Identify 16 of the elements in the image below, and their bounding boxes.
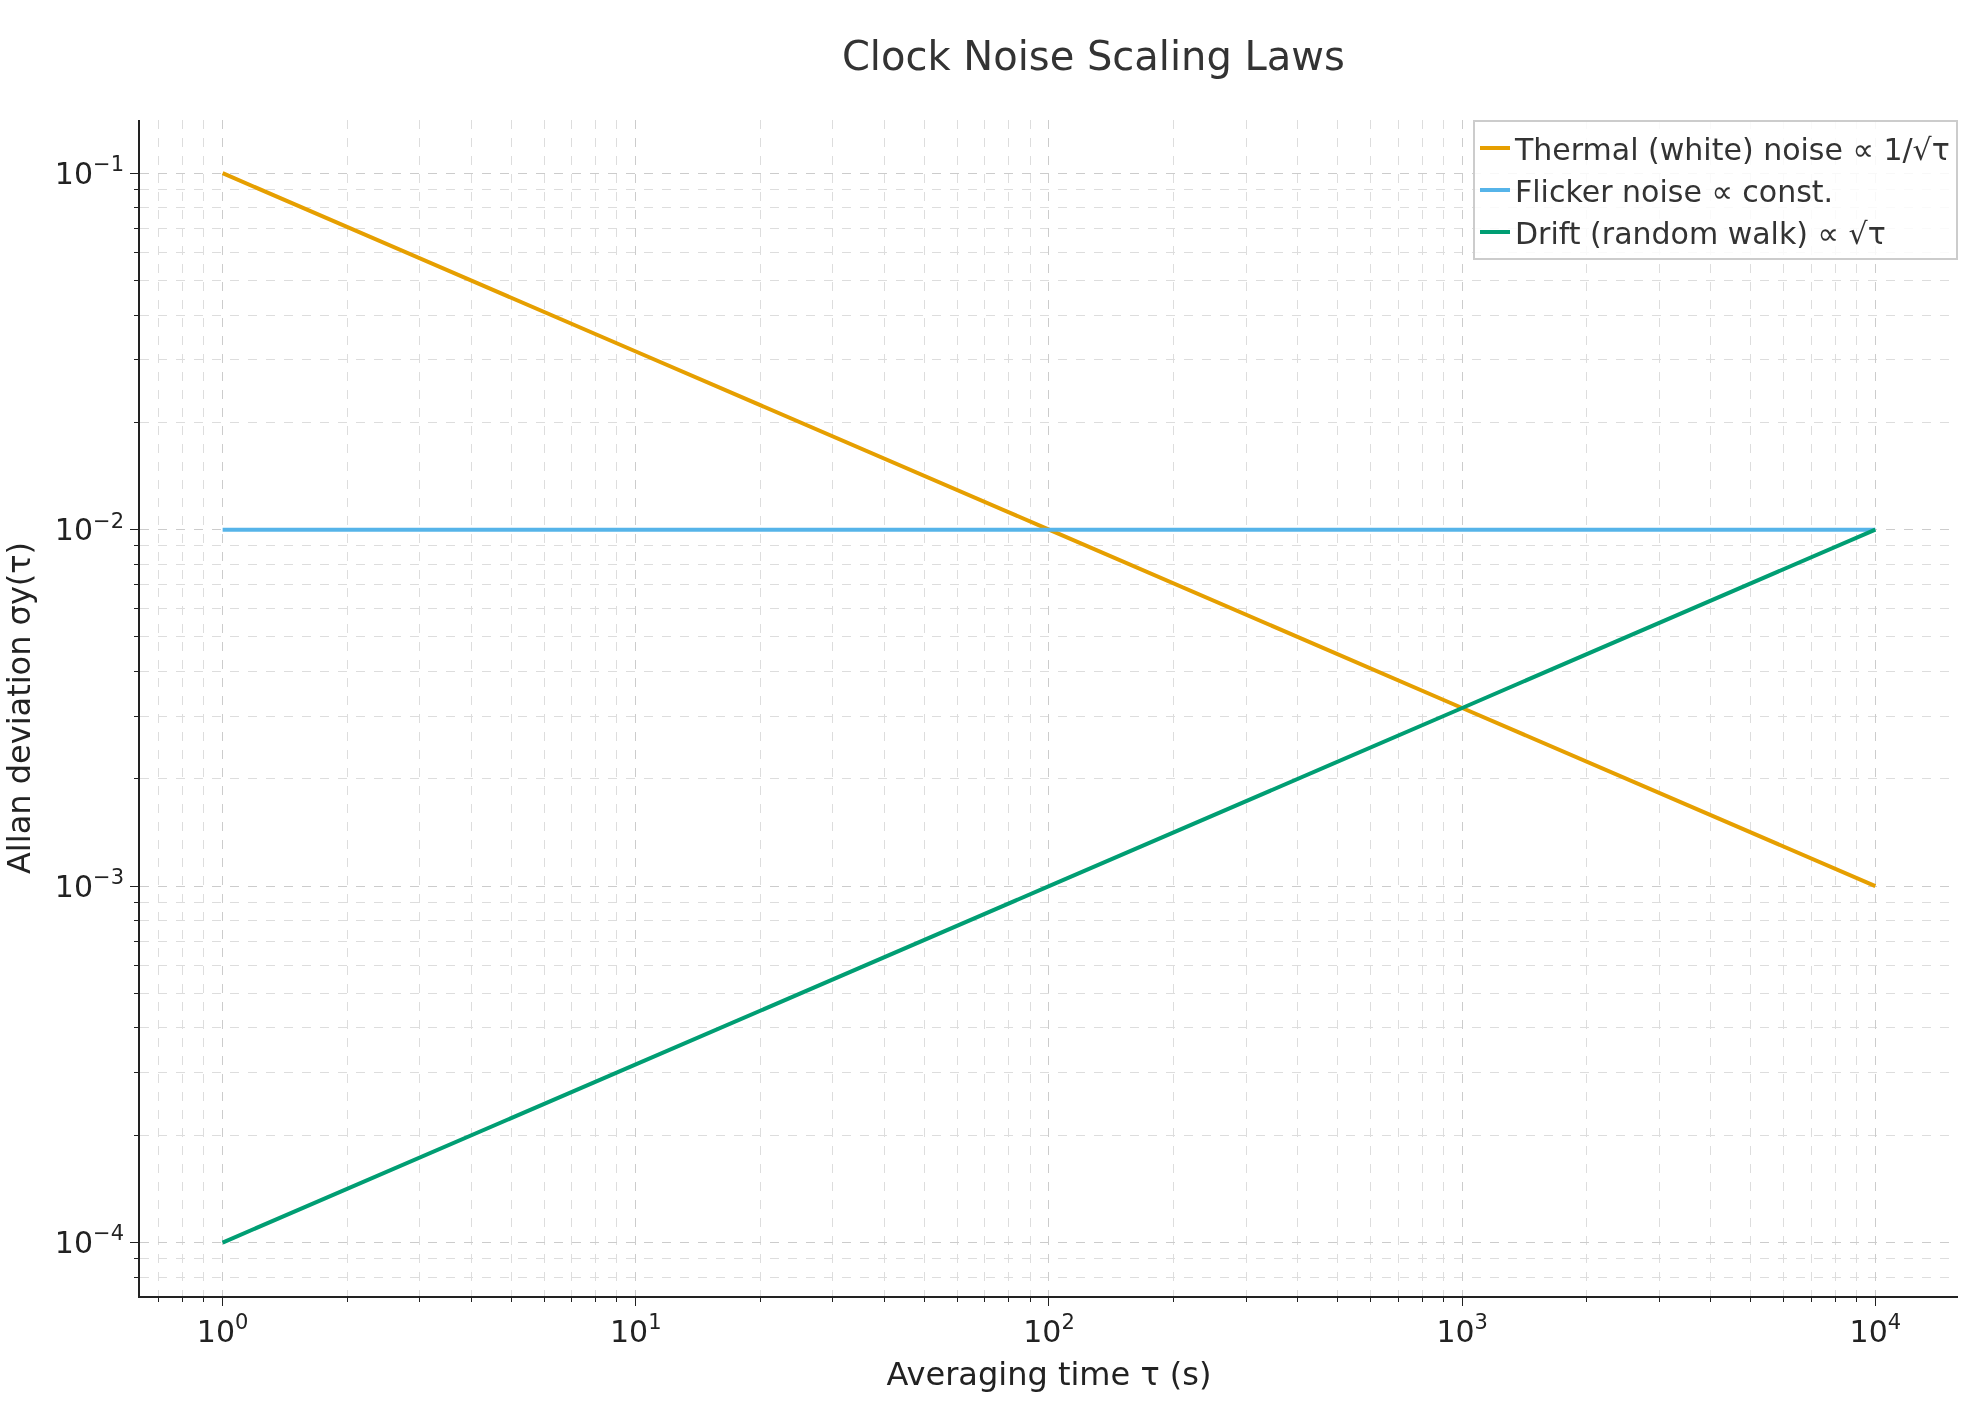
x-tick-label: 10$^{2}$ <box>1023 1310 1075 1349</box>
y-tick-label: 10$^{−1}$ <box>54 152 124 191</box>
y-tick-label: 10$^{−3}$ <box>54 864 124 904</box>
chart-title: Clock Noise Scaling Laws <box>841 33 1345 80</box>
x-tick-label: 10$^{3}$ <box>1436 1310 1488 1349</box>
x-tick-label: 10$^{0}$ <box>196 1310 249 1349</box>
x-tick-label: 10$^{4}$ <box>1849 1310 1902 1349</box>
x-axis-title: Averaging time τ (s) <box>886 1355 1212 1394</box>
line-series <box>220 527 1878 1245</box>
legend-label: Thermal (white) noise ∝ 1/√τ <box>1514 131 1950 167</box>
y-tick-label: 10$^{−2}$ <box>54 508 124 548</box>
legend-label: Flicker noise ∝ const. <box>1515 173 1834 209</box>
y-tick-label: 10$^{−4}$ <box>54 1221 124 1261</box>
legend-label: Drift (random walk) ∝ √τ <box>1515 215 1886 251</box>
y-axis-title: Allan deviation σy(τ) <box>0 541 38 875</box>
x-tick-label: 10$^{1}$ <box>610 1310 662 1349</box>
